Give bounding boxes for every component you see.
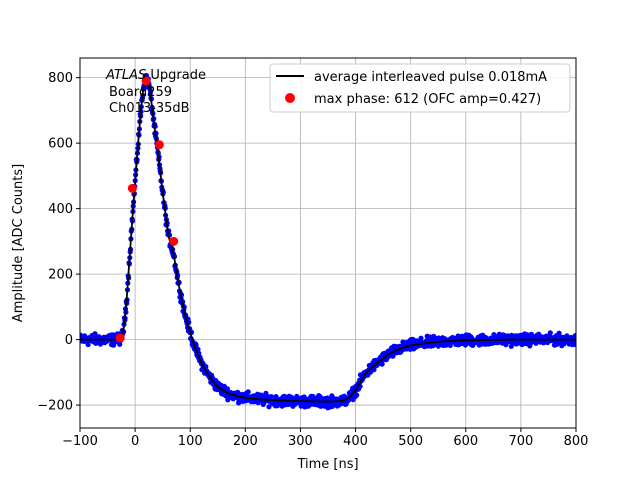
sample-point <box>418 335 424 341</box>
legend-label-average: average interleaved pulse 0.018mA <box>314 70 547 85</box>
y-tick-label: 0 <box>65 333 73 348</box>
sample-point <box>266 404 272 410</box>
annotation-line1: ATLAS Upgrade <box>105 68 206 83</box>
x-ticks: −100 0 100 200 300 400 500 600 700 800 <box>62 428 588 449</box>
annotation-line3: Ch013-35dB <box>109 101 190 116</box>
sample-point <box>245 389 251 395</box>
x-tick-label: 100 <box>178 434 203 449</box>
max-phase-point <box>127 183 137 193</box>
x-axis-label: Time [ns] <box>296 457 358 472</box>
sample-point <box>573 332 576 339</box>
average-pulse-path <box>80 74 576 403</box>
annotation-line2: Board259 <box>109 85 172 100</box>
legend-marker-swatch <box>285 93 295 103</box>
sample-point <box>556 330 562 336</box>
max-phase-point <box>141 76 151 86</box>
legend: average interleaved pulse 0.018mA max ph… <box>269 63 571 113</box>
average-pulse-line <box>80 74 576 403</box>
y-tick-label: 800 <box>48 71 73 86</box>
sample-point <box>447 342 453 348</box>
y-axis-label: Amplitude [ADC Counts] <box>11 164 26 322</box>
x-tick-label: 300 <box>288 434 313 449</box>
sample-point <box>85 341 91 348</box>
annotation-upgrade: Upgrade <box>146 68 206 83</box>
sample-point <box>379 361 385 367</box>
x-tick-label: 500 <box>398 434 423 449</box>
legend-box <box>269 63 571 113</box>
x-tick-label: 800 <box>564 434 589 449</box>
max-phase-point <box>154 140 164 150</box>
max-phase-point <box>169 236 179 246</box>
y-tick-label: −200 <box>37 399 73 414</box>
plot-frame <box>79 57 577 429</box>
y-tick-label: 200 <box>48 268 73 283</box>
max-phase-points <box>115 76 179 343</box>
x-tick-label: 400 <box>343 434 368 449</box>
x-tick-label: 600 <box>453 434 478 449</box>
sample-point <box>354 392 360 398</box>
x-tick-label: 0 <box>131 434 139 449</box>
legend-label-max-phase: max phase: 612 (OFC amp=0.427) <box>314 92 541 107</box>
y-ticks: −200 0 200 400 600 800 <box>37 71 80 414</box>
annotation-atlas: ATLAS <box>105 68 146 83</box>
x-tick-label: 200 <box>233 434 258 449</box>
x-tick-label: −100 <box>62 434 98 449</box>
sample-point <box>496 331 502 337</box>
y-tick-label: 600 <box>48 137 73 152</box>
sample-point <box>547 330 553 336</box>
sample-point <box>572 341 576 347</box>
sample-point <box>224 386 230 392</box>
x-tick-label: 700 <box>508 434 533 449</box>
annotation: ATLAS Upgrade Board259 Ch013-35dB <box>105 68 206 116</box>
y-tick-label: 400 <box>48 202 73 217</box>
max-phase-point <box>115 333 125 343</box>
